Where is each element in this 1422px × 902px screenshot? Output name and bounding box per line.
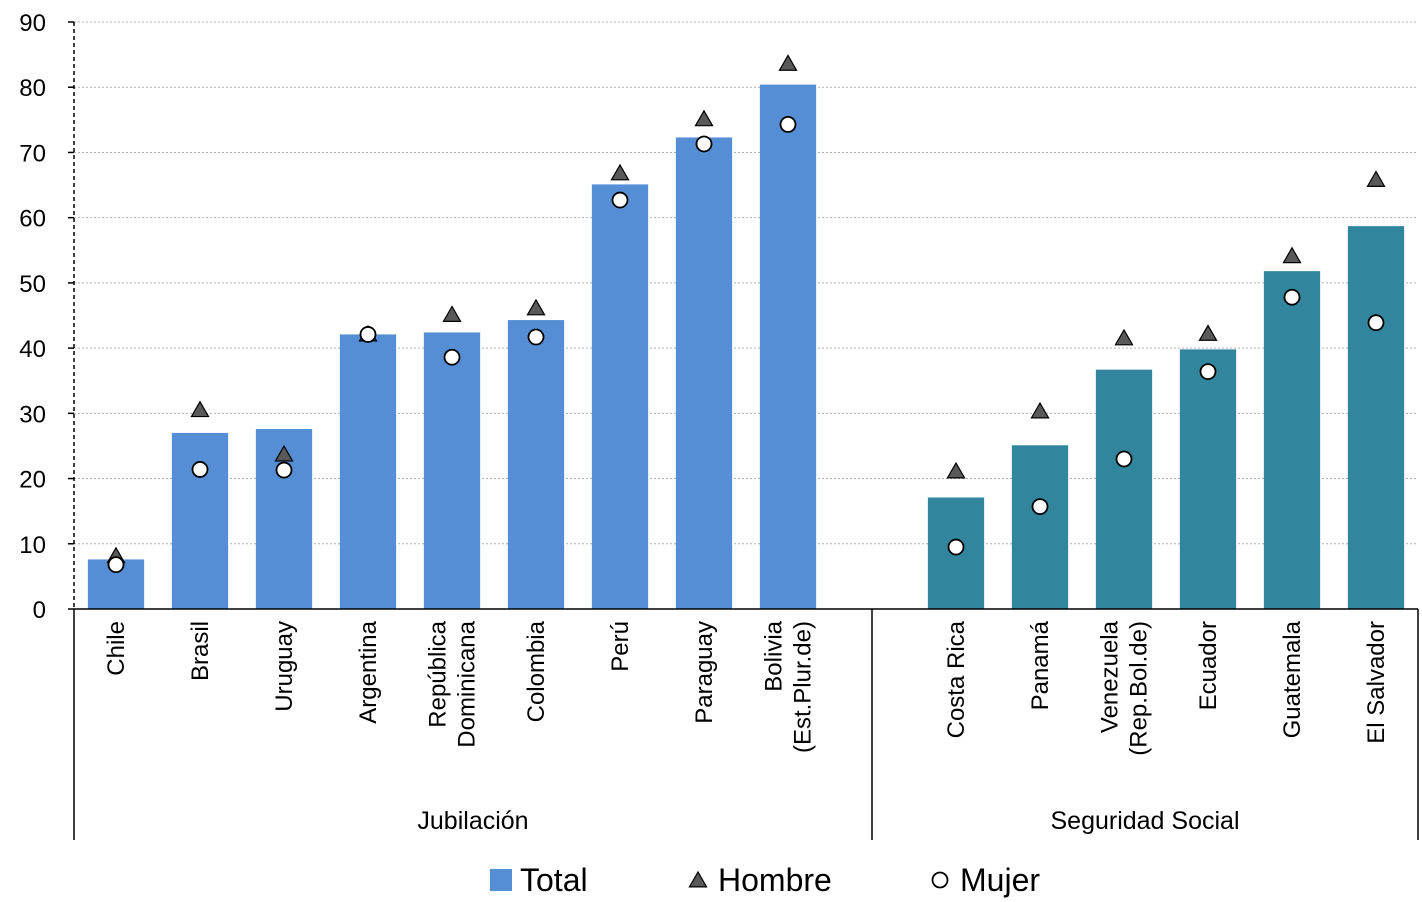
legend-label-mujer: Mujer — [960, 862, 1040, 898]
legend-swatch-hombre — [688, 870, 708, 888]
bar-total — [1263, 271, 1321, 609]
y-tick-label: 40 — [19, 336, 46, 363]
bar-total — [1179, 349, 1237, 609]
category-label: Argentina — [355, 620, 382, 723]
category-label: Dominicana — [454, 620, 481, 747]
marker-mujer — [779, 115, 797, 133]
category-label: República — [425, 620, 452, 727]
category-label: Brasil — [187, 621, 214, 681]
marker-mujer — [611, 191, 629, 209]
category-label: Panamá — [1027, 620, 1054, 710]
marker-hombre — [274, 444, 294, 462]
marker-mujer — [695, 135, 713, 153]
category-label: (Est.Plur.de) — [790, 621, 817, 753]
bar-total — [507, 320, 565, 609]
y-tick-label: 20 — [19, 467, 46, 494]
bar-total — [1347, 226, 1405, 609]
category-label: Colombia — [523, 620, 550, 722]
marker-mujer — [1031, 498, 1049, 516]
marker-hombre — [778, 54, 798, 71]
y-tick-label: 70 — [19, 140, 46, 167]
markers — [106, 54, 1386, 574]
category-label: Perú — [607, 621, 634, 672]
marker-mujer — [107, 556, 125, 574]
y-tick-label: 80 — [19, 75, 46, 102]
bar-total — [423, 332, 481, 609]
y-tick-label: 30 — [19, 401, 46, 428]
y-axis: 0 10 20 30 40 50 60 70 80 90 — [19, 10, 75, 624]
marker-mujer — [191, 461, 209, 478]
marker-mujer — [1199, 363, 1217, 380]
bar-total — [675, 137, 733, 609]
y-tick-label: 10 — [19, 532, 46, 559]
y-tick-label: 90 — [19, 10, 46, 37]
y-tick-label: 0 — [33, 597, 46, 624]
marker-mujer — [947, 538, 965, 556]
category-label: Venezuela — [1097, 620, 1124, 733]
marker-hombre — [610, 163, 630, 181]
category-label: El Salvador — [1363, 621, 1390, 744]
marker-hombre — [1366, 170, 1386, 187]
category-label: Bolivia — [761, 620, 788, 691]
marker-mujer — [1367, 314, 1385, 332]
legend-label-total: Total — [520, 862, 588, 898]
category-label: (Rep.Bol.de) — [1126, 621, 1153, 756]
marker-mujer — [275, 461, 293, 479]
y-tick-label: 60 — [19, 206, 46, 233]
marker-mujer — [527, 328, 545, 346]
bar-total — [171, 432, 229, 609]
category-label: Costa Rica — [943, 620, 970, 738]
marker-hombre — [1114, 328, 1134, 346]
marker-hombre — [442, 305, 462, 322]
category-label: Ecuador — [1195, 621, 1222, 710]
group-label: Jubilación — [417, 807, 528, 835]
marker-hombre — [190, 400, 210, 418]
marker-mujer — [359, 326, 377, 343]
bar-total — [759, 84, 817, 609]
marker-hombre — [1198, 324, 1218, 341]
legend: Total Hombre Mujer — [490, 862, 1040, 898]
bar-total — [591, 184, 649, 610]
marker-mujer — [1115, 450, 1133, 468]
bar-total — [1011, 445, 1069, 609]
marker-hombre — [1030, 401, 1050, 419]
bar-total — [339, 334, 397, 609]
x-axis: Jubilación Seguridad Social Chile Brasil Uru… — [73, 608, 1419, 840]
legend-label-hombre: Hombre — [718, 862, 832, 898]
marker-hombre — [946, 461, 966, 479]
category-label: Chile — [103, 621, 130, 676]
marker-mujer — [1283, 288, 1301, 306]
bar-total — [1095, 369, 1153, 609]
bars — [87, 84, 1405, 610]
marker-hombre — [526, 298, 546, 316]
legend-swatch-total — [490, 869, 512, 891]
legend-swatch-mujer — [931, 871, 949, 889]
category-label: Uruguay — [271, 621, 298, 712]
marker-hombre — [694, 109, 714, 127]
category-label: Guatemala — [1279, 620, 1306, 738]
marker-hombre — [1282, 246, 1302, 264]
group-label: Seguridad Social — [1050, 807, 1239, 835]
y-tick-label: 50 — [19, 271, 46, 298]
marker-mujer — [443, 348, 461, 366]
category-label: Paraguay — [691, 621, 718, 724]
